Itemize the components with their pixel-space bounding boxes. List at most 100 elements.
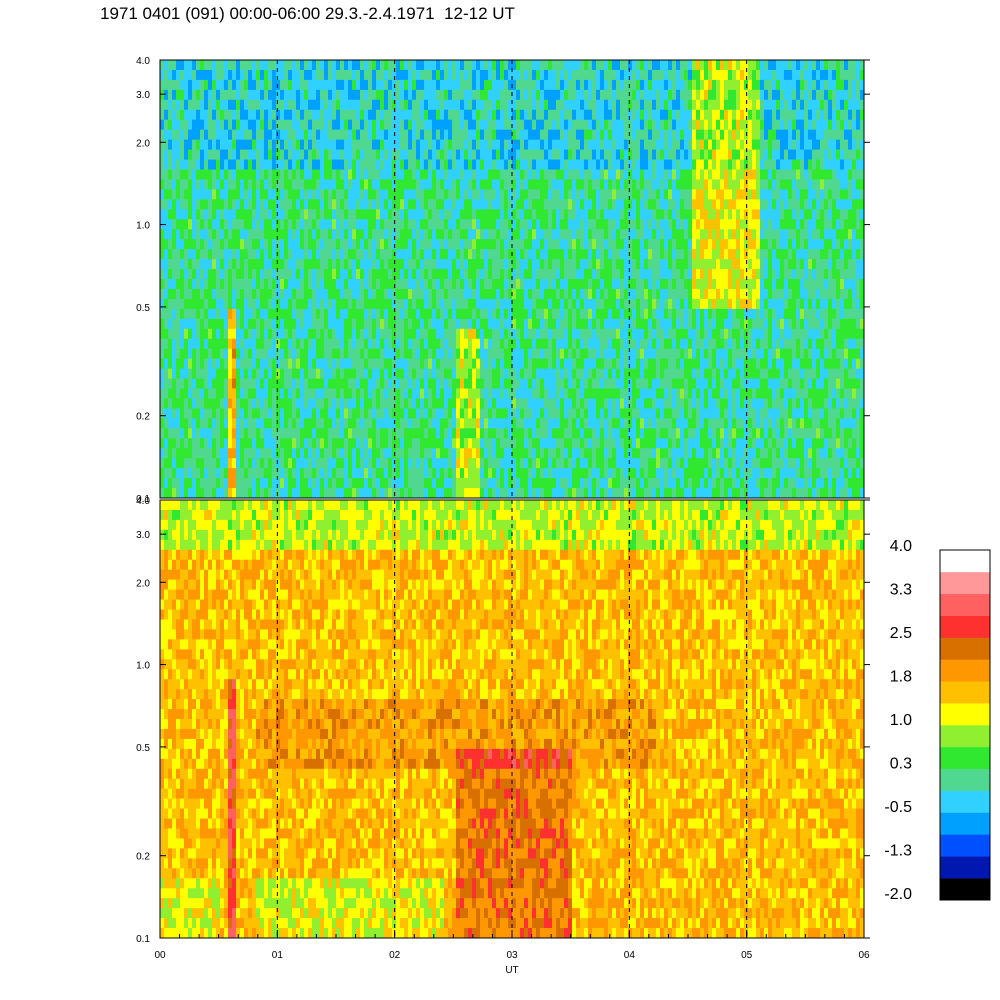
heatmap-cell	[564, 259, 569, 270]
heatmap-cell	[332, 298, 337, 310]
heatmap-cell	[372, 468, 377, 479]
heatmap-cell	[452, 99, 457, 111]
heatmap-cell	[524, 159, 529, 170]
heatmap-cell	[164, 129, 169, 141]
heatmap-cell	[528, 458, 533, 469]
heatmap-cell	[348, 60, 353, 71]
heatmap-cell	[172, 139, 177, 150]
heatmap-cell	[236, 338, 241, 350]
heatmap-cell	[412, 60, 417, 71]
heatmap-cell	[424, 129, 429, 141]
heatmap-cell	[392, 60, 397, 71]
heatmap-cell	[200, 60, 205, 71]
heatmap-cell	[284, 99, 289, 111]
heatmap-cell	[520, 328, 525, 340]
heatmap-cell	[292, 229, 297, 240]
heatmap-cell	[232, 308, 237, 320]
heatmap-cell	[316, 60, 321, 71]
heatmap-cell	[588, 99, 593, 111]
heatmap-cell	[352, 398, 357, 409]
heatmap-cell	[564, 239, 569, 250]
heatmap-cell	[532, 89, 537, 101]
heatmap-cell	[468, 368, 473, 379]
heatmap-cell	[468, 348, 473, 360]
heatmap-cell	[216, 89, 221, 101]
heatmap-cell	[468, 169, 473, 180]
heatmap-cell	[368, 129, 373, 141]
heatmap-cell	[264, 99, 269, 111]
heatmap-cell	[216, 259, 221, 270]
heatmap-cell	[576, 269, 581, 280]
heatmap-cell	[160, 169, 165, 180]
heatmap-cell	[180, 209, 185, 220]
heatmap-cell	[340, 249, 345, 260]
heatmap-cell	[312, 89, 317, 101]
heatmap-cell	[428, 119, 433, 131]
heatmap-cell	[348, 378, 353, 389]
heatmap-cell	[560, 99, 565, 111]
heatmap-cell	[348, 328, 353, 340]
heatmap-cell	[268, 249, 273, 260]
heatmap-cell	[512, 408, 517, 419]
heatmap-cell	[216, 229, 221, 240]
heatmap-cell	[220, 488, 225, 499]
heatmap-cell	[340, 368, 345, 379]
heatmap-cell	[396, 478, 401, 489]
heatmap-cell	[332, 468, 337, 479]
heatmap-cell	[452, 89, 457, 101]
heatmap-cell	[476, 99, 481, 111]
heatmap-cell	[496, 60, 501, 71]
heatmap-cell	[380, 60, 385, 71]
heatmap-cell	[492, 288, 497, 300]
heatmap-cell	[264, 239, 269, 250]
heatmap-cell	[416, 249, 421, 260]
heatmap-cell	[292, 279, 297, 290]
heatmap-cell	[216, 448, 221, 459]
heatmap-cell	[536, 378, 541, 389]
heatmap-cell	[416, 478, 421, 489]
heatmap-cell	[556, 338, 561, 350]
heatmap-cell	[608, 209, 613, 220]
heatmap-cell	[560, 149, 565, 160]
heatmap-cell	[544, 318, 549, 330]
heatmap-cell	[428, 358, 433, 369]
heatmap-cell	[180, 388, 185, 399]
heatmap-cell	[356, 259, 361, 270]
heatmap-cell	[412, 179, 417, 190]
heatmap-cell	[516, 219, 521, 230]
heatmap-cell	[564, 318, 569, 330]
heatmap-cell	[360, 458, 365, 469]
heatmap-cell	[280, 249, 285, 260]
heatmap-cell	[536, 99, 541, 111]
heatmap-cell	[160, 398, 165, 409]
heatmap-cell	[228, 458, 233, 469]
heatmap-cell	[176, 269, 181, 280]
heatmap-cell	[216, 239, 221, 250]
heatmap-cell	[188, 338, 193, 350]
heatmap-cell	[208, 438, 213, 449]
heatmap-cell	[372, 398, 377, 409]
heatmap-cell	[212, 199, 217, 210]
heatmap-cell	[324, 488, 329, 499]
heatmap-cell	[316, 119, 321, 131]
heatmap-cell	[556, 298, 561, 310]
heatmap-cell	[176, 249, 181, 260]
heatmap-cell	[268, 109, 273, 121]
heatmap-cell	[592, 438, 597, 449]
heatmap-cell	[192, 159, 197, 170]
heatmap-cell	[312, 259, 317, 270]
heatmap-cell	[604, 159, 609, 170]
heatmap-cell	[516, 328, 521, 340]
heatmap-cell	[204, 408, 209, 419]
heatmap-cell	[508, 149, 513, 160]
heatmap-cell	[344, 169, 349, 180]
heatmap-cell	[408, 478, 413, 489]
heatmap-cell	[584, 219, 589, 230]
heatmap-cell	[464, 219, 469, 230]
heatmap-cell	[224, 239, 229, 250]
heatmap-cell	[252, 368, 257, 379]
heatmap-cell	[376, 219, 381, 230]
heatmap-cell	[516, 139, 521, 150]
heatmap-cell	[252, 99, 257, 111]
heatmap-cell	[600, 298, 605, 310]
